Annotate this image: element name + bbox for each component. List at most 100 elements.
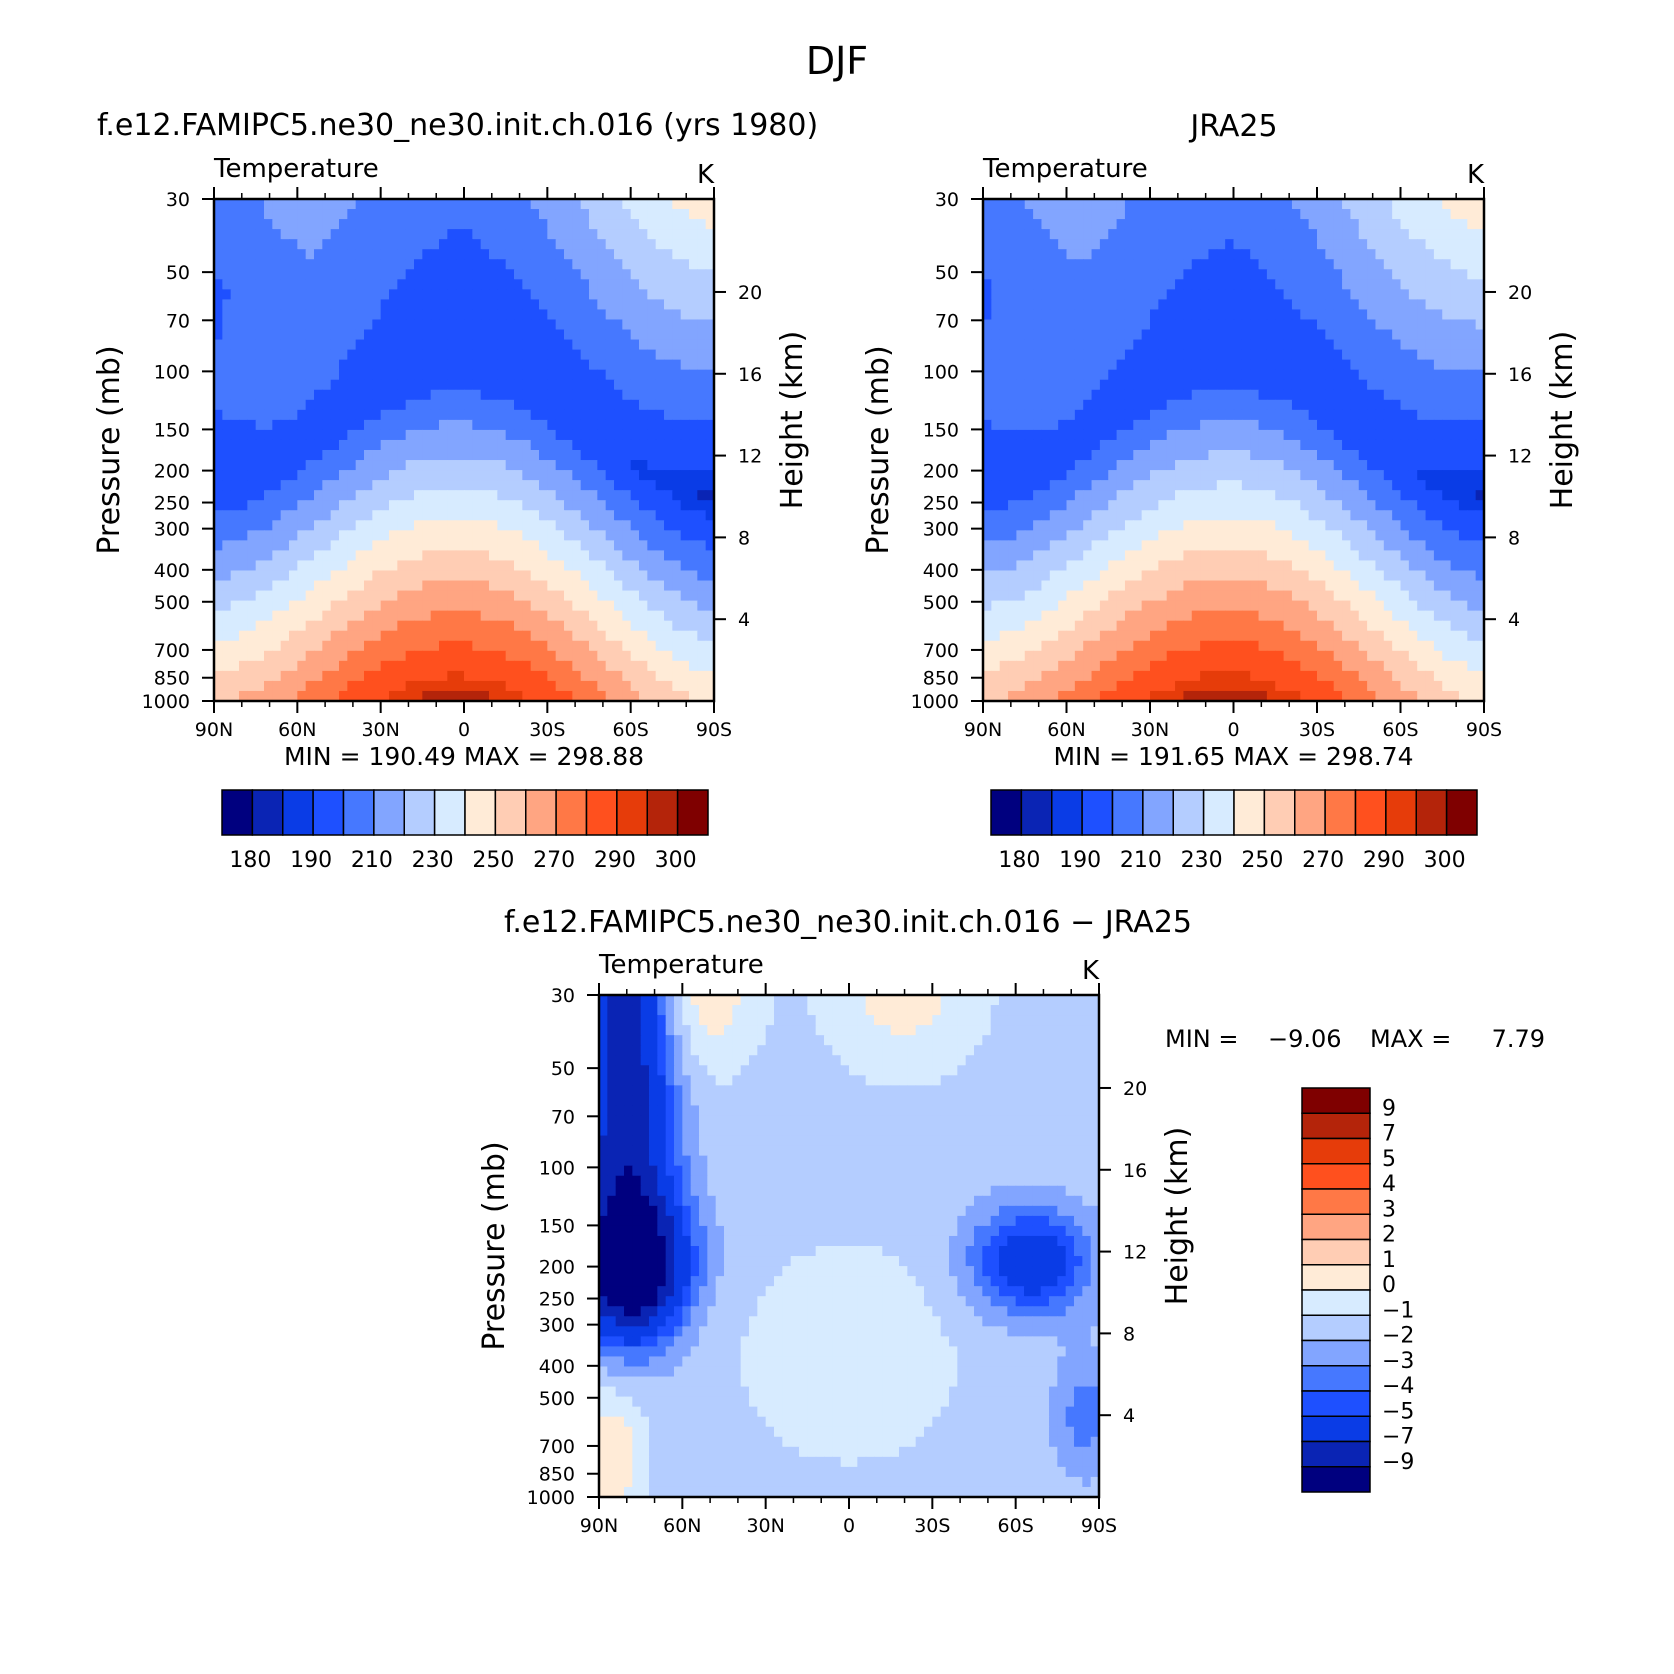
field-cell <box>597 389 607 401</box>
field-cell <box>480 680 490 692</box>
field-cell <box>414 540 423 551</box>
field-cell <box>1175 269 1184 280</box>
field-cell <box>555 550 565 562</box>
field-cell <box>497 439 507 451</box>
field-cell <box>264 520 273 531</box>
field-cell <box>430 670 440 682</box>
x-tick-label: 30N <box>361 719 399 741</box>
field-cell <box>1433 209 1443 220</box>
field-cell <box>389 289 398 300</box>
field-cell <box>672 680 682 692</box>
field-cell <box>239 480 248 491</box>
field-cell <box>622 369 632 381</box>
field-cell <box>572 269 582 280</box>
field-cell <box>655 389 665 401</box>
field-cell <box>322 500 332 511</box>
field-cell <box>1108 329 1118 341</box>
field-cell <box>1467 379 1477 391</box>
field-cell <box>230 379 240 391</box>
field-cell <box>272 209 282 220</box>
field-cell <box>1166 339 1176 351</box>
field-cell <box>1041 500 1051 511</box>
field-cell <box>564 309 573 321</box>
field-cell <box>214 550 223 562</box>
field-cell <box>680 369 690 381</box>
field-cell <box>1250 389 1260 401</box>
field-cell <box>272 530 282 541</box>
field-cell <box>1300 259 1310 270</box>
field-cell <box>605 490 615 501</box>
field-cell <box>1308 389 1318 401</box>
field-cell <box>1116 349 1126 361</box>
field-cell <box>497 249 507 260</box>
field-cell <box>655 530 665 541</box>
field-cell <box>364 379 373 391</box>
field-cell <box>289 690 298 702</box>
field-cell <box>1367 429 1377 441</box>
field-cell <box>1225 480 1235 491</box>
field-cell <box>314 660 323 672</box>
field-cell <box>1291 460 1301 471</box>
field-cell <box>1383 460 1393 471</box>
field-cell <box>264 490 273 501</box>
field-cell <box>414 490 423 501</box>
field-cell <box>1325 299 1335 311</box>
field-cell <box>999 429 1009 441</box>
field-cell <box>689 590 698 602</box>
field-cell <box>1225 289 1235 300</box>
field-cell <box>655 680 665 692</box>
field-cell <box>1266 399 1276 411</box>
field-cell <box>614 520 623 531</box>
field-cell <box>622 219 632 230</box>
field-cell <box>1300 369 1310 381</box>
field-cell <box>430 419 440 431</box>
field-cell <box>1049 289 1059 300</box>
field-cell <box>422 289 432 300</box>
field-cell <box>530 500 540 511</box>
field-cell <box>280 369 290 381</box>
field-cell <box>655 560 665 572</box>
field-cell <box>547 580 557 592</box>
field-cell <box>1450 319 1460 331</box>
field-cell <box>1141 259 1151 270</box>
field-cell <box>255 409 265 421</box>
field-cell <box>1166 249 1176 260</box>
field-cell <box>1450 409 1460 421</box>
field-cell <box>405 640 415 652</box>
field-cell <box>1041 369 1051 381</box>
field-cell <box>389 630 398 642</box>
field-cell <box>1058 460 1068 471</box>
field-cell <box>672 510 682 521</box>
colorbar-box <box>403 789 436 836</box>
field-cell <box>372 540 382 551</box>
field-cell <box>1425 299 1435 311</box>
field-cell <box>1283 429 1293 441</box>
field-cell <box>472 329 482 341</box>
field-cell <box>622 470 632 481</box>
field-cell <box>572 600 582 612</box>
field-cell <box>455 309 465 321</box>
field-cell <box>1317 339 1326 351</box>
field-cell <box>447 490 457 501</box>
field-cell <box>455 349 465 361</box>
field-cell <box>430 399 440 411</box>
field-cell <box>1283 329 1293 341</box>
field-cell <box>222 450 232 461</box>
field-cell <box>697 339 707 351</box>
field-cell <box>672 249 682 260</box>
field-cell <box>230 560 240 572</box>
field-cell <box>355 269 365 280</box>
field-cell <box>1058 279 1068 290</box>
field-cell <box>522 540 532 551</box>
field-cell <box>1266 409 1276 421</box>
field-cell <box>1158 269 1168 280</box>
field-cell <box>514 199 523 210</box>
field-cell <box>630 319 640 331</box>
field-cell <box>305 209 315 220</box>
field-cell <box>655 450 665 461</box>
field-cell <box>622 349 632 361</box>
field-cell <box>999 379 1009 391</box>
field-cell <box>239 319 248 331</box>
field-cell <box>1408 309 1418 321</box>
field-cell <box>355 600 365 612</box>
